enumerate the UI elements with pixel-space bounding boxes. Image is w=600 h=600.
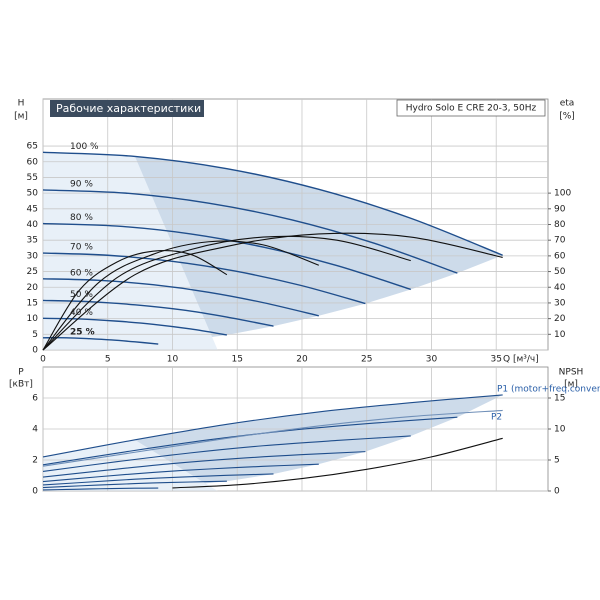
y2-axis-unit: [%] — [559, 112, 575, 122]
secondary-curve — [42, 232, 503, 351]
y2-tick-label: 100 — [554, 189, 571, 199]
y-tick-label: 40 — [27, 220, 39, 230]
curve — [42, 278, 319, 317]
y2-tick-label: 10 — [554, 330, 566, 340]
curve — [42, 409, 503, 467]
y-tick-label: 20 — [27, 283, 39, 293]
curve — [42, 317, 227, 336]
y-tick-label: 25 — [27, 267, 38, 277]
y2-tick-label: 40 — [554, 283, 566, 293]
y-tick-label: 0 — [32, 346, 38, 356]
y-axis-label: H — [18, 99, 25, 109]
y-tick-label: 30 — [27, 251, 39, 261]
y2-tick-label: 90 — [554, 204, 566, 214]
curve — [42, 473, 274, 486]
curve — [42, 435, 411, 473]
secondary-curve — [42, 250, 228, 351]
y2-tick-label: 20 — [554, 314, 566, 324]
y-tick-label: 50 — [27, 189, 39, 199]
chart-subtitle: Hydro Solo E CRE 20-3, 50Hz — [406, 104, 537, 114]
x-tick-label: 5 — [105, 355, 111, 365]
curve — [42, 394, 503, 458]
curve — [42, 252, 366, 305]
series-label: 70 % — [70, 243, 93, 253]
y-axis-unit: [кВт] — [9, 380, 33, 390]
series-label: 60 % — [70, 268, 93, 278]
y-axis-unit: [м] — [14, 112, 28, 122]
y-tick-label: 65 — [27, 142, 38, 152]
series-label: 25 % — [70, 327, 95, 337]
curve — [42, 463, 319, 483]
curve — [42, 336, 159, 345]
legend-entry: P1 (motor+freq.converter) — [497, 385, 600, 395]
curve — [42, 222, 411, 291]
x-tick-label: 30 — [426, 355, 438, 365]
y-tick-label: 35 — [27, 236, 38, 246]
y-tick-label: 2 — [32, 456, 38, 466]
y2-axis-label: eta — [560, 99, 575, 109]
legend-entry: P2 — [491, 413, 502, 423]
secondary-curve — [172, 437, 503, 489]
x-tick-label: 15 — [232, 355, 243, 365]
y-tick-label: 55 — [27, 173, 38, 183]
y2-tick-label: 5 — [554, 456, 560, 466]
y2-tick-label: 15 — [554, 394, 565, 404]
series-label: 50 % — [70, 290, 93, 300]
y2-tick-label: 60 — [554, 251, 566, 261]
curve — [42, 487, 159, 491]
y-tick-label: 0 — [32, 487, 38, 497]
y-axis-label: P — [18, 368, 24, 378]
curve — [42, 189, 458, 274]
y2-axis-unit: [м] — [564, 380, 578, 390]
y-tick-label: 10 — [27, 314, 39, 324]
y-tick-label: 6 — [32, 394, 38, 404]
secondary-curve — [42, 235, 411, 351]
curve — [42, 451, 366, 478]
y-tick-label: 5 — [32, 330, 38, 340]
y2-tick-label: 0 — [554, 487, 560, 497]
y2-tick-label: 70 — [554, 236, 566, 246]
subtitle-box — [396, 99, 546, 117]
series-label: 80 % — [70, 213, 93, 223]
secondary-curve — [42, 240, 319, 351]
y2-axis-label: NPSH — [559, 368, 584, 378]
x-axis-label: Q [м³/ч] — [503, 355, 539, 365]
y-tick-label: 4 — [32, 425, 38, 435]
y2-tick-label: 80 — [554, 220, 566, 230]
operating-area-light — [43, 152, 218, 350]
x-tick-label: 20 — [296, 355, 308, 365]
series-label: 90 % — [70, 179, 93, 189]
series-label: 40 % — [70, 308, 93, 318]
title-box — [50, 100, 204, 117]
y-tick-label: 60 — [27, 157, 39, 167]
chart-title: Рабочие характеристики — [56, 102, 201, 115]
curve — [42, 299, 274, 327]
y-tick-label: 15 — [27, 298, 38, 308]
y-tick-label: 45 — [27, 204, 38, 214]
x-tick-label: 0 — [40, 355, 46, 365]
y2-tick-label: 30 — [554, 298, 566, 308]
y2-tick-label: 10 — [554, 425, 566, 435]
curve — [42, 480, 227, 489]
x-tick-label: 10 — [167, 355, 179, 365]
x-tick-label: 25 — [361, 355, 372, 365]
x-tick-label: 35 — [490, 355, 501, 365]
y2-tick-label: 50 — [554, 267, 566, 277]
series-label: 100 % — [70, 142, 99, 152]
curve — [42, 151, 503, 256]
